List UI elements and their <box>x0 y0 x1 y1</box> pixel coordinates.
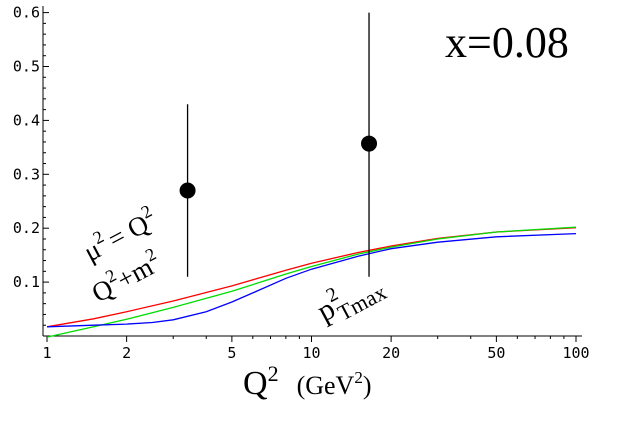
ticks: 1 2 5 10 20 50 100 0.1 0.2 0.3 0.4 0.5 0.6 <box>13 4 590 362</box>
x-axis-label-unit: (GeV <box>297 371 355 400</box>
x-axis-label-unit-close: ) <box>363 371 372 400</box>
x-axis-label: Q2 (GeV2) <box>243 361 372 402</box>
chart-annotation: x=0.08 <box>445 18 569 67</box>
y-tick-label-0.6: 0.6 <box>13 4 40 22</box>
series-line-2 <box>46 232 577 328</box>
x-tick-label-2: 2 <box>122 344 131 362</box>
data-point-1 <box>361 135 378 152</box>
data-point-0 <box>179 182 196 199</box>
y-tick-label-0.2: 0.2 <box>13 219 40 237</box>
y-tick-label-0.5: 0.5 <box>13 58 40 76</box>
y-tick-label-0.3: 0.3 <box>13 165 40 183</box>
x-tick-label-50: 50 <box>487 344 505 362</box>
x-tick-label-10: 10 <box>302 344 320 362</box>
y-tick-label-0.1: 0.1 <box>13 273 40 291</box>
y-tick-label-0.4: 0.4 <box>13 111 40 129</box>
label-pt-sub: Tmax <box>333 279 390 325</box>
label-pt-max: p2Tmax <box>309 263 390 334</box>
curves <box>46 226 577 338</box>
x-axis-label-sup: 2 <box>268 361 279 386</box>
series-line-1 <box>46 226 577 338</box>
x-tick-label-5: 5 <box>227 344 236 362</box>
x-tick-label-1: 1 <box>42 344 51 362</box>
x-tick-label-20: 20 <box>382 344 400 362</box>
x-axis-label-q: Q <box>243 365 268 402</box>
x-tick-label-100: 100 <box>562 344 589 362</box>
data-points <box>179 12 378 277</box>
x-axis-label-unit-sup: 2 <box>354 368 363 387</box>
